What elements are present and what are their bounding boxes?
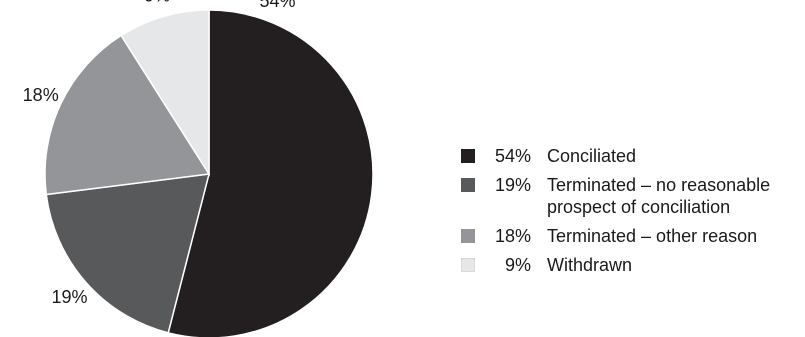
pie-chart: 54% 19% 18% 9% — [23, 0, 374, 337]
legend-item-terminated-other: 18% Terminated – other reason — [461, 225, 801, 247]
pie-slice-labels: 54% 19% 18% 9% — [23, 0, 296, 307]
legend-item-conciliated: 54% Conciliated — [461, 145, 801, 167]
legend-percent: 18% — [494, 226, 531, 246]
legend-percent: 54% — [494, 146, 531, 166]
legend-swatch-terminated-no-prospect — [461, 178, 475, 192]
pie-label-terminated-other: 18% — [23, 85, 59, 105]
legend-item-withdrawn: 9% Withdrawn — [461, 254, 801, 276]
pie-slice-withdrawn — [120, 9, 210, 177]
pie-slice-terminated-other — [44, 34, 211, 196]
pie-label-terminated-no-prospect: 19% — [51, 287, 87, 307]
pie-label-withdrawn: 9% — [144, 0, 170, 5]
pie-label-conciliated: 54% — [259, 0, 295, 11]
legend-label: Terminated – other reason — [547, 226, 758, 246]
legend-percent: 19% — [494, 175, 531, 195]
legend-label: Terminated – no reasonable prospect of c… — [547, 175, 771, 217]
legend-item-terminated-no-prospect: 19% Terminated – no reasonable prospect … — [461, 174, 801, 218]
legend-label: Conciliated — [547, 146, 637, 166]
pie-slices — [44, 9, 374, 337]
legend-swatch-conciliated — [461, 149, 475, 163]
pie-slice-conciliated — [167, 9, 374, 337]
legend-label: Withdrawn — [547, 255, 633, 275]
legend-swatch-withdrawn — [461, 258, 475, 272]
legend-percent: 9% — [504, 255, 531, 275]
pie-slice-terminated-no-prospect — [45, 173, 211, 334]
legend: 54% Conciliated 19% Terminated – no reas… — [461, 145, 801, 283]
legend-swatch-terminated-other — [461, 229, 475, 243]
